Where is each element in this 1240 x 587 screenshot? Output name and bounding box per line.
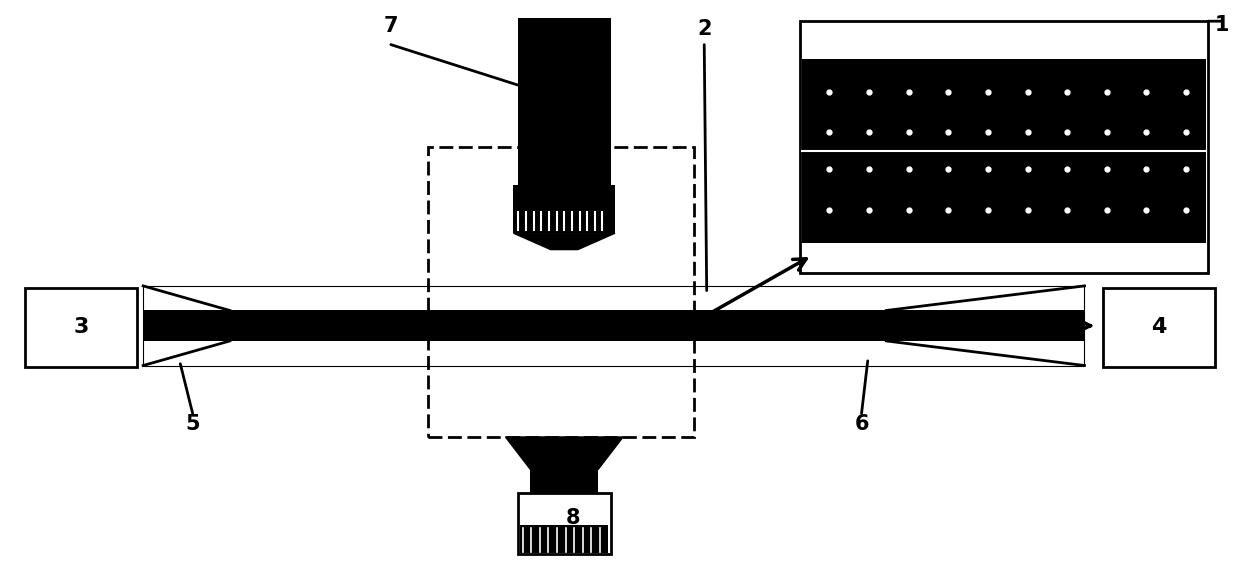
Text: 7: 7 <box>383 16 398 36</box>
Bar <box>143 311 1085 341</box>
Bar <box>518 492 611 554</box>
Bar <box>800 21 1208 273</box>
Text: 8: 8 <box>565 508 580 528</box>
Text: 5: 5 <box>185 414 200 434</box>
Bar <box>802 59 1205 243</box>
Text: 1: 1 <box>1215 15 1229 35</box>
Bar <box>143 286 1085 366</box>
Text: 2: 2 <box>697 19 712 39</box>
Bar <box>531 469 599 492</box>
Bar <box>1104 288 1214 367</box>
Bar <box>518 18 611 185</box>
Bar <box>26 288 136 367</box>
Bar <box>513 185 615 208</box>
Bar <box>428 147 694 437</box>
Polygon shape <box>506 437 622 469</box>
Text: 3: 3 <box>73 317 89 337</box>
Text: 4: 4 <box>1151 317 1167 337</box>
Text: 6: 6 <box>854 414 869 434</box>
Polygon shape <box>513 233 615 249</box>
Bar <box>521 525 609 553</box>
Bar <box>513 208 615 233</box>
